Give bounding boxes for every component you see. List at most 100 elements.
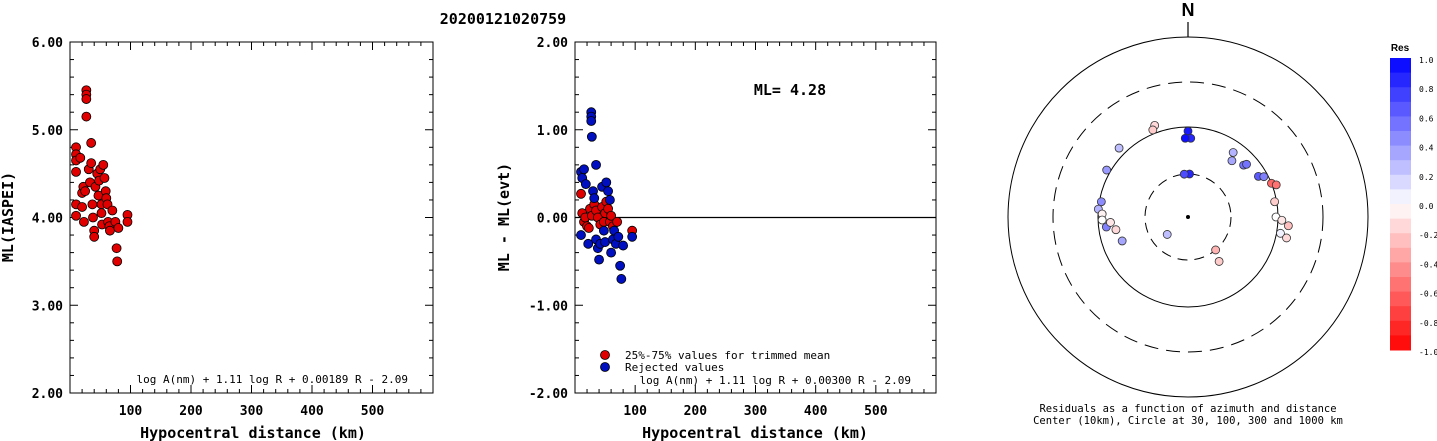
caption-line-2: Center (10km), Circle at 30, 100, 300 an… (1033, 415, 1343, 427)
station-point (1117, 236, 1127, 246)
panel-ml-iaspei: 2.00 3.00 4.00 5.00 6.00 100 200 300 400 500 ML(… (0, 36, 434, 441)
x-tick-label: 400 (804, 404, 828, 419)
legend-label-rejected: Rejected values (625, 361, 724, 374)
station-point (1214, 257, 1224, 266)
colorbar-cell (1390, 58, 1411, 74)
colorbar-tick-label: 0.8 (1419, 85, 1434, 94)
data-point (606, 247, 616, 258)
data-point (71, 210, 81, 221)
colorbar-cell (1390, 189, 1411, 205)
panel-ml-residual: -2.00 -1.00 0.00 1.00 2.00 100 200 300 400 500 M… (495, 36, 937, 441)
colorbar-tick-label: 1.0 (1419, 56, 1434, 65)
data-point (79, 216, 89, 227)
center-dot (1186, 215, 1190, 219)
data-point (71, 166, 81, 177)
colorbar-tick-label: 0.2 (1419, 173, 1434, 182)
x-axis-label: Hypocentral distance (km) (642, 424, 868, 441)
station-point (1211, 245, 1221, 255)
station-point (1271, 180, 1281, 190)
colorbar-tick-label: -0.6 (1419, 290, 1437, 299)
panel-polar: N Residuals as a function of azimuth and… (1007, 0, 1369, 427)
data-point (88, 212, 98, 223)
y-tick-label: 3.00 (32, 299, 63, 314)
station-point (1283, 221, 1293, 231)
station-point (1114, 143, 1124, 153)
x-axis-label: Hypocentral distance (km) (140, 424, 366, 441)
station-point (1270, 197, 1280, 207)
data-point (586, 131, 597, 142)
colorbar-tick-label: 0.0 (1419, 202, 1434, 211)
data-point (604, 195, 615, 205)
north-label: N (1182, 0, 1195, 20)
colorbar-cell (1390, 306, 1411, 322)
colorbar-cell (1390, 174, 1411, 190)
x-tick-label: 100 (623, 404, 647, 419)
data-point (105, 225, 115, 236)
y-tick-label: 2.00 (32, 387, 63, 402)
station-point (1282, 233, 1291, 243)
formula-label: log A(nm) + 1.11 log R + 0.00300 R - 2.0… (639, 374, 911, 387)
colorbar-cell (1390, 145, 1411, 161)
data-point (594, 254, 604, 265)
data-point (603, 186, 613, 197)
formula-label: log A(nm) + 1.11 log R + 0.00189 R - 2.0… (136, 373, 408, 386)
data-point (80, 186, 91, 197)
data-point (86, 138, 97, 148)
data-point (598, 225, 609, 236)
colorbar-tick-label: 0.4 (1419, 144, 1434, 153)
y-tick-label: 2.00 (537, 36, 568, 51)
colorbar-cell (1390, 277, 1411, 293)
data-point (583, 223, 594, 233)
y-tick-label: 5.00 (32, 124, 63, 139)
colorbar-tick-label: -0.4 (1419, 260, 1437, 269)
colorbar-cell (1390, 262, 1411, 278)
station-point (1179, 169, 1189, 179)
colorbar-cell (1390, 291, 1411, 307)
station-point (1228, 148, 1238, 157)
data-point (589, 193, 600, 204)
x-tick-label: 500 (864, 404, 888, 419)
data-point (81, 111, 92, 122)
legend-marker-trimmed (600, 350, 610, 360)
colorbar-cell (1390, 87, 1411, 103)
ml-annotation: ML= 4.28 (754, 81, 826, 99)
data-point (612, 216, 623, 227)
colorbar: Res 1.0 0.8 0.6 0.4 0.2 0.0 -0.2 -0.4 -0.6 -0.8 -1… (1390, 43, 1437, 357)
y-axis-label: ML(IASPEI) (0, 172, 17, 262)
station-point (1097, 215, 1107, 225)
data-point (99, 173, 110, 183)
y-tick-label: 0.00 (537, 212, 568, 227)
y-tick-label: 6.00 (32, 36, 63, 51)
y-tick-label: -2.00 (529, 387, 568, 402)
station-point (1106, 218, 1115, 227)
colorbar-cell (1390, 116, 1411, 132)
data-point (107, 205, 118, 216)
data-point (618, 240, 629, 251)
station-point (1111, 225, 1121, 235)
colorbar-cell (1390, 320, 1411, 336)
y-axis-label: ML - ML(evt) (495, 163, 513, 271)
station-point (1148, 125, 1158, 135)
legend-marker-rejected (600, 362, 610, 372)
ring-300 (1052, 81, 1324, 353)
data-point (591, 159, 601, 170)
data-point (81, 94, 92, 104)
data-point (601, 177, 612, 188)
station-point (1180, 133, 1190, 143)
legend-label-trimmed: 25%-75% values for trimmed mean (625, 349, 830, 362)
y-tick-label: -1.00 (529, 299, 568, 314)
station-point (1162, 230, 1172, 239)
ring-1000 (1007, 36, 1369, 398)
x-tick-label: 200 (179, 404, 203, 419)
colorbar-cell (1390, 335, 1411, 351)
station-point (1276, 228, 1285, 238)
data-point (113, 223, 124, 233)
colorbar-cell (1390, 233, 1411, 249)
x-tick-label: 300 (744, 404, 768, 419)
y-tick-label: 1.00 (537, 124, 568, 139)
colorbar-tick-label: -1.0 (1419, 348, 1437, 357)
data-point (615, 260, 626, 271)
data-point (580, 179, 591, 190)
data-point (583, 238, 594, 249)
data-point (627, 231, 638, 242)
